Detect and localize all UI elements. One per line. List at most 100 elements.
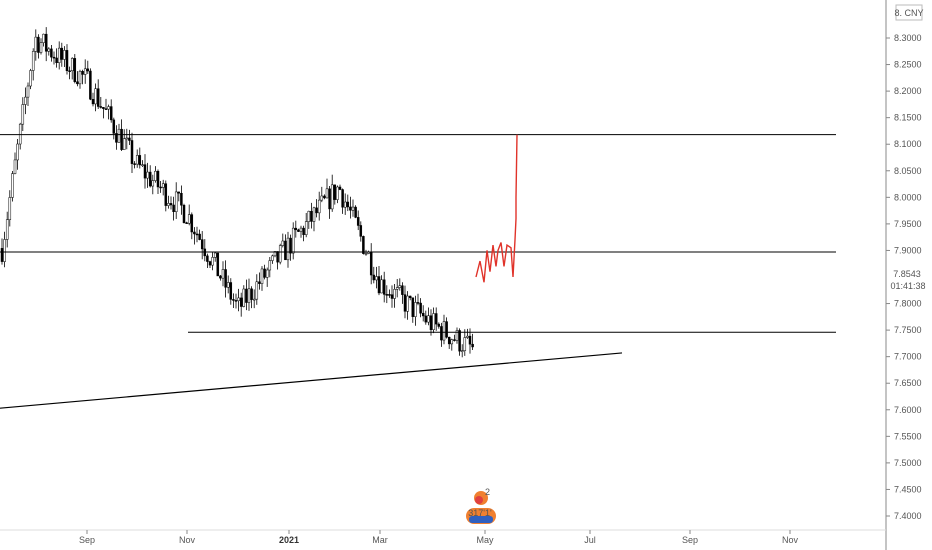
candle-body — [143, 164, 147, 179]
candle-body — [268, 260, 272, 271]
price-tick-label: 7.7000 — [894, 352, 922, 362]
price-tick-label: 7.4500 — [894, 484, 922, 494]
price-tick-label: 8.1000 — [894, 139, 922, 149]
price-axis[interactable]: 8.3000 8.2500 8.2000 8.1500 8.1000 8.0500 8.00… — [886, 33, 922, 521]
candle-body — [0, 248, 4, 262]
countdown-label: 01:41:38 — [890, 281, 925, 291]
candle-body — [265, 269, 269, 278]
candle-body — [18, 123, 22, 145]
candle-body — [278, 245, 282, 263]
time-tick-label: Nov — [782, 535, 799, 545]
candle-body — [174, 191, 178, 212]
candle-body — [455, 330, 459, 341]
candle-body — [297, 229, 300, 232]
candle-body — [468, 335, 472, 345]
price-tick-label: 8.2500 — [894, 60, 922, 70]
candle-body — [429, 315, 433, 330]
candle-body — [26, 85, 30, 98]
candle-body — [187, 214, 191, 224]
candle-body — [424, 315, 428, 323]
candle-body — [408, 295, 412, 299]
candle-body — [406, 295, 409, 312]
candle-body — [29, 70, 32, 87]
price-tick-label: 7.9000 — [894, 245, 922, 255]
time-tick-label: Mar — [372, 535, 388, 545]
candle-body — [349, 206, 352, 211]
candle-body — [232, 299, 235, 301]
candle-body — [247, 288, 251, 303]
candle-body — [224, 269, 227, 288]
candle-body — [167, 203, 170, 206]
candle-body — [16, 143, 19, 161]
candle-body — [107, 106, 110, 110]
candle-body — [273, 251, 277, 257]
candle-body — [258, 281, 261, 284]
candle-body — [260, 268, 264, 284]
candle-body — [336, 186, 339, 200]
candle-body — [471, 343, 474, 348]
symbol-box[interactable] — [895, 4, 923, 21]
candle-body — [177, 191, 181, 194]
candle-body — [138, 155, 142, 166]
candle-body — [65, 50, 69, 72]
candle-body — [76, 81, 79, 85]
events-badge[interactable]: 2 317'1' — [466, 487, 496, 524]
candle-body — [120, 128, 123, 150]
candle-body — [89, 70, 92, 100]
candle-body — [81, 71, 84, 75]
candle-body — [333, 184, 337, 200]
candle-body — [141, 164, 144, 166]
candle-body — [63, 50, 66, 60]
candle-body — [242, 288, 246, 307]
price-tick-label: 8.2000 — [894, 86, 922, 96]
candle-body — [44, 33, 48, 52]
time-tick-label: May — [476, 535, 494, 545]
candle-body — [294, 227, 298, 231]
trendline[interactable] — [0, 352, 623, 409]
candle-body — [377, 276, 381, 294]
candle-body — [115, 133, 118, 143]
candle-body — [328, 188, 331, 210]
candle-body — [5, 219, 9, 240]
candle-body — [94, 88, 97, 105]
candle-body — [281, 240, 285, 246]
candle-body — [112, 119, 116, 134]
candle-body — [221, 269, 225, 279]
candle-body — [195, 233, 199, 236]
price-tick-label: 7.5500 — [894, 431, 922, 441]
candle-body — [263, 268, 266, 278]
candle-body — [310, 210, 313, 222]
candle-body — [229, 282, 233, 300]
candle-body — [122, 138, 126, 150]
candle-body — [208, 261, 212, 266]
candle-body — [96, 88, 100, 107]
candle-body — [39, 42, 43, 53]
support-trendline — [0, 352, 623, 409]
candle-body — [42, 33, 45, 43]
candle-body — [403, 294, 407, 312]
candle-body — [450, 339, 454, 345]
candle-body — [24, 96, 27, 105]
candle-body — [320, 195, 324, 201]
price-tick-label: 7.7500 — [894, 325, 922, 335]
candle-body — [182, 204, 186, 223]
candle-body — [245, 288, 248, 303]
price-tick-label: 8.3000 — [894, 33, 922, 43]
candle-body — [52, 56, 56, 59]
candle-body — [356, 217, 360, 226]
candle-body — [237, 297, 240, 301]
candle-body — [169, 203, 173, 206]
candle-body — [466, 335, 469, 338]
time-tick-label: Sep — [79, 535, 95, 545]
projection-line[interactable] — [475, 134, 518, 283]
candle-body — [102, 107, 105, 109]
candle-body — [289, 237, 292, 254]
time-tick-label: Sep — [682, 535, 698, 545]
candle-body — [8, 197, 12, 220]
candle-body — [161, 183, 165, 188]
candle-body — [11, 173, 14, 198]
candle-body — [419, 302, 422, 314]
time-axis[interactable]: Sep Nov 2021 Mar May Jul Sep Nov — [79, 530, 799, 545]
candle-body — [130, 140, 134, 164]
